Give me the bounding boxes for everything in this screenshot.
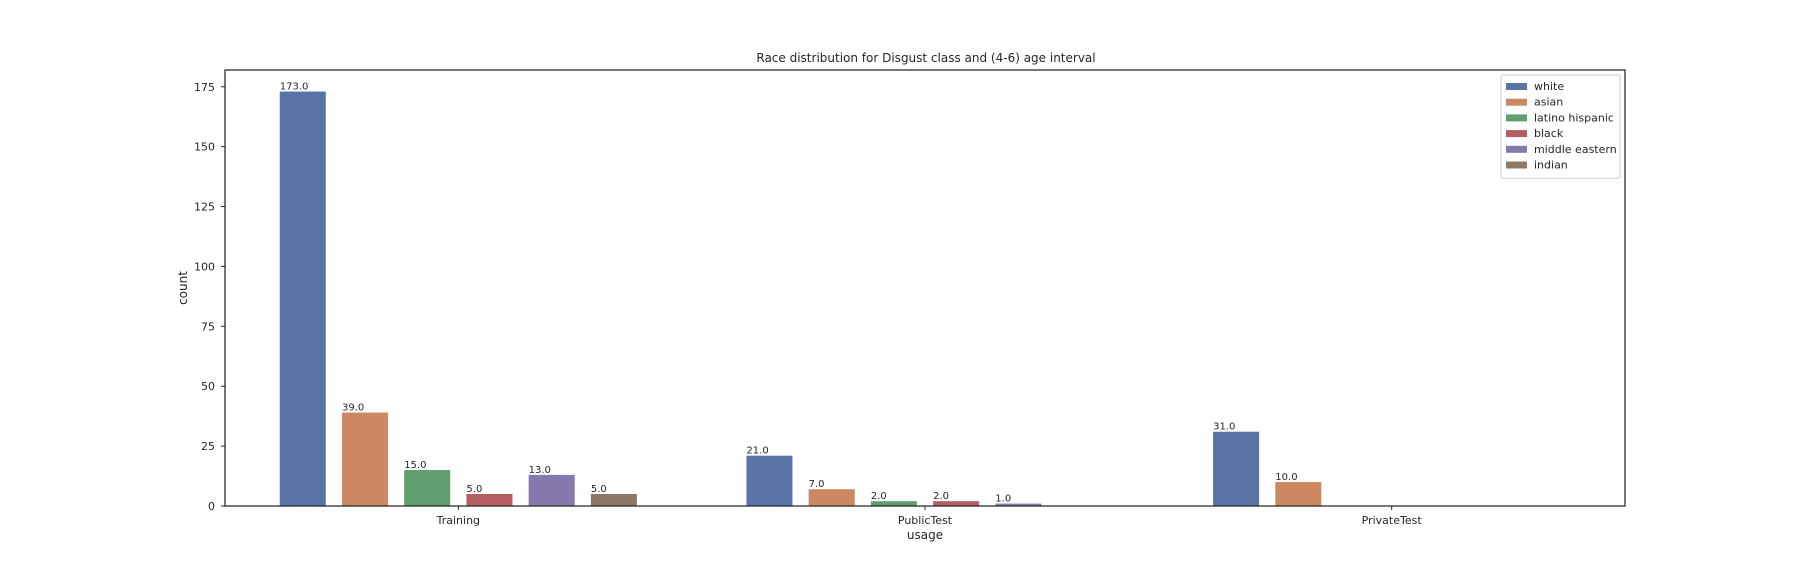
- y-tick-label: 125: [194, 201, 215, 214]
- legend-label: middle eastern: [1534, 143, 1617, 156]
- legend-label: white: [1534, 80, 1564, 93]
- bar: [1275, 482, 1322, 506]
- bar: [870, 501, 917, 506]
- legend-swatch: [1506, 145, 1527, 153]
- bar-data-label: 5.0: [591, 484, 607, 495]
- y-axis-label: count: [176, 271, 190, 305]
- y-tick-label: 150: [194, 141, 215, 154]
- bar: [466, 494, 513, 506]
- y-tick-label: 0: [208, 500, 215, 513]
- x-axis: Training PublicTest PrivateTest: [436, 506, 1423, 527]
- legend-label: asian: [1534, 96, 1563, 109]
- bar-data-label: 31.0: [1213, 422, 1235, 433]
- legend-swatch: [1506, 161, 1527, 169]
- bar: [933, 501, 980, 506]
- legend-label: black: [1534, 127, 1564, 140]
- x-tick-label: PrivateTest: [1362, 514, 1423, 527]
- bar-data-label: 13.0: [529, 465, 551, 476]
- bar: [279, 91, 326, 507]
- bar-data-label: 5.0: [466, 484, 482, 495]
- y-tick-label: 25: [201, 440, 215, 453]
- bar-data-label: 7.0: [809, 479, 825, 490]
- bar: [746, 455, 793, 506]
- x-axis-label: usage: [907, 528, 943, 542]
- legend-label: latino hispanic: [1534, 111, 1614, 124]
- bar-data-label: 173.0: [280, 82, 309, 93]
- plot-area: 173.0 39.0 15.0 5.0 13.0 5.0 21.0 7.0 2.0 2.0 1.0 3…: [279, 82, 1322, 507]
- x-tick-label: PublicTest: [898, 514, 953, 527]
- bar-data-label: 10.0: [1275, 472, 1297, 483]
- bar-data-label: 2.0: [933, 491, 949, 502]
- bar: [341, 412, 389, 506]
- legend-swatch: [1506, 83, 1527, 90]
- bar-data-label: 15.0: [404, 460, 426, 471]
- bar: [808, 489, 855, 506]
- bar-data-label: 21.0: [746, 446, 768, 457]
- y-tick-label: 75: [201, 320, 215, 333]
- y-tick-label: 50: [201, 380, 215, 393]
- bar: [528, 474, 575, 506]
- bar-data-label: 39.0: [342, 403, 364, 414]
- bar: [404, 470, 451, 506]
- y-tick-label: 175: [194, 81, 215, 94]
- chart-title: Race distribution for Disgust class and …: [756, 51, 1095, 65]
- legend-box: [1500, 74, 1621, 179]
- plot-frame: [224, 69, 1626, 507]
- bar: [1213, 431, 1260, 506]
- bar: [590, 494, 637, 506]
- legend-swatch: [1506, 114, 1527, 122]
- bar: [995, 503, 1042, 506]
- legend-swatch: [1506, 130, 1527, 138]
- x-tick-label: Training: [436, 514, 480, 527]
- y-axis: 0 25 50 75 100 125 150 175: [194, 81, 225, 513]
- bar-data-label: 1.0: [995, 494, 1011, 505]
- legend: white asian latino hispanic black middle eas…: [1500, 74, 1621, 179]
- bar-data-label: 2.0: [871, 491, 887, 502]
- legend-label: indian: [1534, 159, 1568, 172]
- y-tick-label: 100: [194, 260, 215, 273]
- legend-swatch: [1506, 98, 1527, 106]
